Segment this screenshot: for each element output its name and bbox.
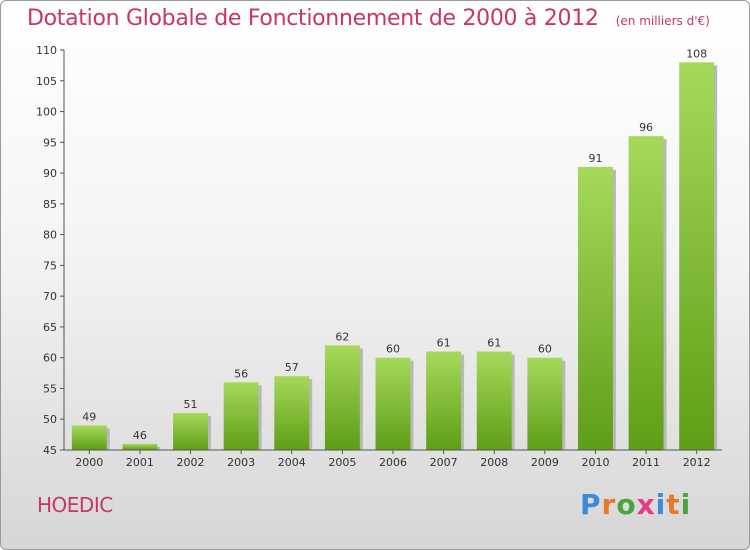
x-tick-label-2001: 2001 <box>126 456 154 469</box>
chart-title: Dotation Globale de Fonctionnement de 20… <box>27 6 599 31</box>
bar-2005 <box>324 345 360 450</box>
logo-letter: o <box>616 488 637 521</box>
logo-letter: x <box>636 488 656 521</box>
bar-2006 <box>375 357 411 450</box>
data-label-2006: 60 <box>386 343 400 356</box>
data-label-2003: 56 <box>234 367 248 380</box>
x-tick-label-2003: 2003 <box>227 456 255 469</box>
bar-2000 <box>71 425 107 450</box>
x-tick-label-2005: 2005 <box>328 456 356 469</box>
bar-2003 <box>223 382 259 450</box>
bar-2010 <box>577 166 613 450</box>
chart-title-block: Dotation Globale de Fonctionnement de 20… <box>27 6 710 31</box>
data-label-2002: 51 <box>184 398 198 411</box>
bar-2002 <box>173 413 209 450</box>
y-tick-label: 60 <box>43 352 57 365</box>
bar-2011 <box>628 136 664 450</box>
y-tick-label: 70 <box>43 290 57 303</box>
bar-2001 <box>122 443 158 450</box>
y-tick-label: 105 <box>36 75 57 88</box>
y-tick-label: 45 <box>43 444 57 457</box>
data-label-2004: 57 <box>285 361 299 374</box>
y-tick-label: 50 <box>43 413 57 426</box>
data-label-2007: 61 <box>437 337 451 350</box>
y-tick-label: 100 <box>36 106 57 119</box>
x-tick-label-2007: 2007 <box>430 456 458 469</box>
y-tick-label: 95 <box>43 136 57 149</box>
x-tick-label-2000: 2000 <box>75 456 103 469</box>
logo-letter: P <box>580 488 602 521</box>
x-tick-label-2012: 2012 <box>683 456 711 469</box>
x-tick-label-2008: 2008 <box>480 456 508 469</box>
x-tick-label-2004: 2004 <box>278 456 306 469</box>
x-tick-label-2010: 2010 <box>581 456 609 469</box>
y-tick-label: 75 <box>43 259 57 272</box>
x-tick-label-2011: 2011 <box>632 456 660 469</box>
data-label-2001: 46 <box>133 429 147 442</box>
logo-letter: i <box>655 488 667 521</box>
bar-2007 <box>426 351 462 450</box>
bar-2012 <box>679 62 715 451</box>
data-label-2005: 62 <box>335 330 349 343</box>
bar-2004 <box>274 376 310 450</box>
logo-letter: i <box>680 488 692 521</box>
x-tick-label-2006: 2006 <box>379 456 407 469</box>
data-label-2000: 49 <box>82 410 96 423</box>
y-tick-label: 85 <box>43 198 57 211</box>
logo-letter: t <box>666 488 681 521</box>
y-tick-label: 110 <box>36 44 57 57</box>
chart-unit: (en milliers d'€) <box>615 14 710 28</box>
data-label-2008: 61 <box>487 337 501 350</box>
proxiti-logo: Proxiti <box>580 488 691 521</box>
y-tick-label: 80 <box>43 229 57 242</box>
commune-name: HOEDIC <box>37 493 113 517</box>
y-tick-label: 55 <box>43 382 57 395</box>
x-tick-label-2002: 2002 <box>177 456 205 469</box>
y-tick-label: 65 <box>43 321 57 334</box>
data-label-2010: 91 <box>588 152 602 165</box>
data-label-2009: 60 <box>538 343 552 356</box>
bar-2009 <box>527 357 563 450</box>
logo-letter: r <box>601 488 617 521</box>
y-tick-label: 90 <box>43 167 57 180</box>
x-tick-label-2009: 2009 <box>531 456 559 469</box>
bar-2008 <box>476 351 512 450</box>
data-label-2011: 96 <box>639 121 653 134</box>
data-label-2012: 108 <box>686 47 707 60</box>
